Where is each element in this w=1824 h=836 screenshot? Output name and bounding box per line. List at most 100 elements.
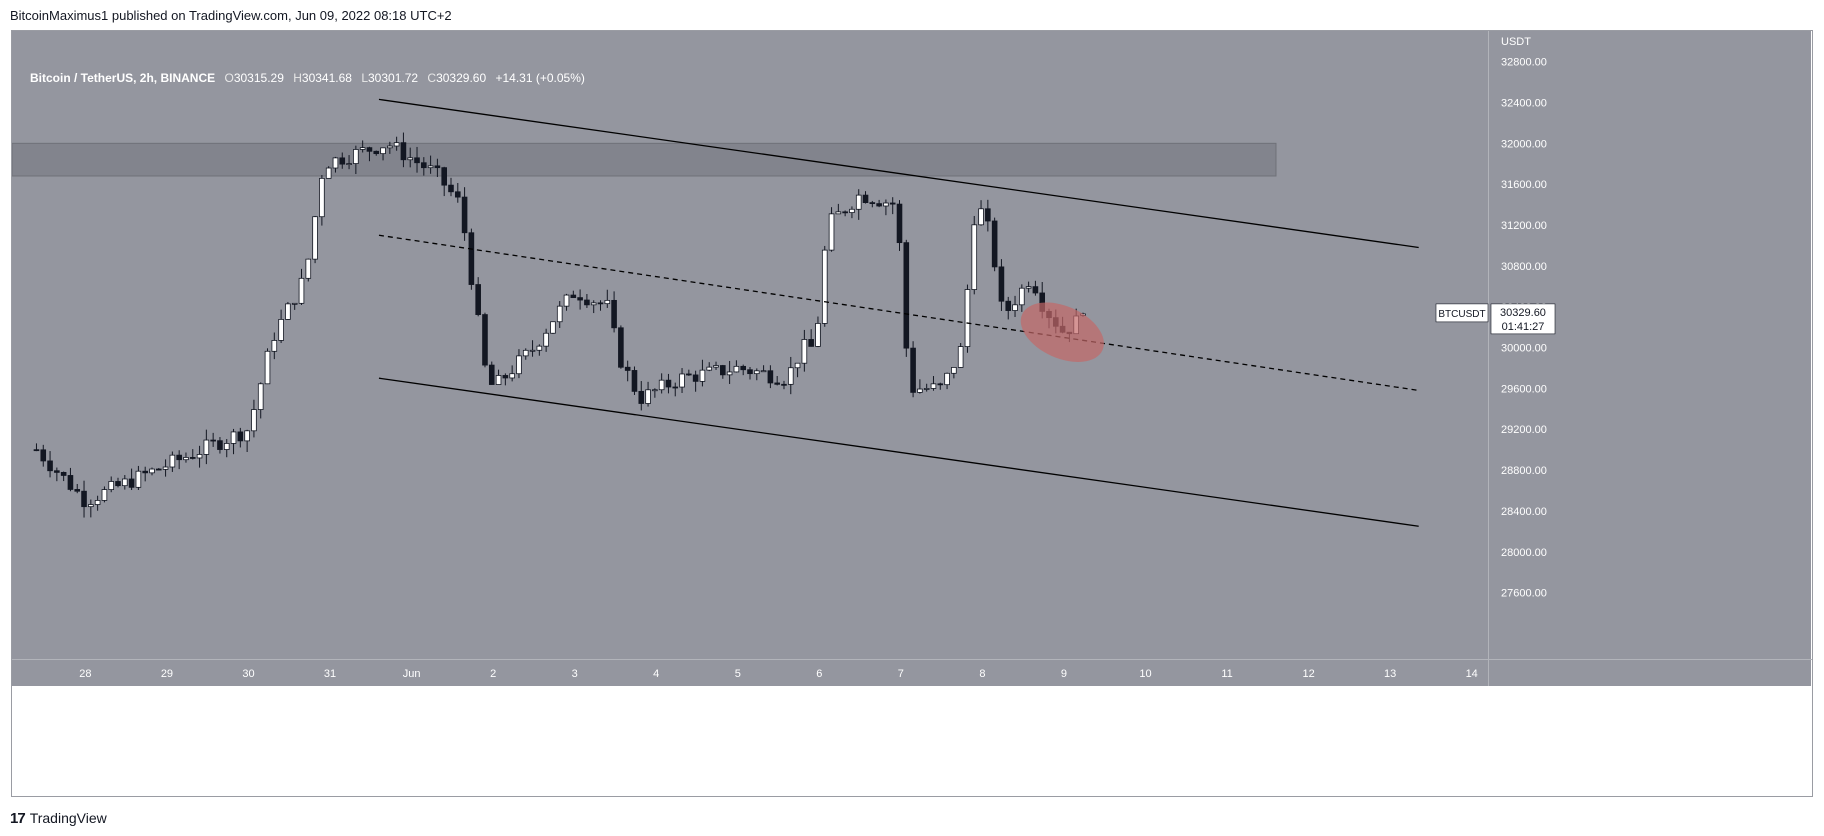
candle-body [720,365,726,376]
candle-body [183,457,189,461]
candle-body [502,375,509,379]
candle-body [883,202,889,207]
candle [67,467,74,492]
axis-corner [1489,660,1811,686]
candle-body [516,355,522,375]
candle-body [373,150,380,155]
candle [468,228,475,290]
legend-close-value: 30329.60 [436,71,487,85]
candle [1005,296,1012,320]
candle [278,309,284,344]
candle [658,373,665,394]
candle-body [81,490,87,508]
candle [903,239,910,357]
candle-body [94,500,101,505]
candle [495,369,502,385]
candle-body [815,323,821,347]
candle-body [611,299,617,329]
candle [964,284,971,353]
candle-body [808,339,814,347]
candle-body [550,321,556,334]
candle-body [488,364,495,385]
candle-body [692,374,699,382]
candle [624,360,631,382]
price-chart[interactable]: 28 29 30 31 Jun 2 3 4 5 6 7 8 9 10 11 12 13 14 USDT 27600.… [12,31,1812,796]
price-tick-label: 28800.00 [1501,465,1547,477]
candle [461,187,468,241]
price-axis-panel[interactable] [1489,31,1811,659]
candle [957,343,964,368]
candle-body [271,340,278,352]
candle [821,245,828,327]
candle [706,362,713,372]
symbol-tag[interactable] [1435,303,1489,323]
time-tick-label: Jun [403,668,421,680]
candle-body [760,370,767,373]
candle [421,157,427,176]
candle [251,399,257,438]
candle [257,382,264,419]
candle [373,150,380,156]
chart-area[interactable]: 28 29 30 31 Jun 2 3 4 5 6 7 8 9 10 11 12 13 14 USDT 27600.… [11,30,1813,797]
resistance-zone [12,142,1277,177]
candle-body [1005,300,1012,311]
tradingview-footer[interactable]: 17 TradingView [10,808,107,828]
candle-body [910,347,916,393]
candle-body [652,389,658,392]
candle-body [944,372,950,386]
plot-background [12,31,1488,659]
candle [774,375,780,386]
candle-body [142,470,148,474]
candle [339,152,346,169]
highlight-ellipse [1020,302,1104,362]
candle [285,301,291,320]
candle [81,480,87,518]
candle [713,361,719,370]
candle-body [291,302,298,305]
candle [176,450,182,470]
candle-body [889,202,896,205]
candle [128,468,135,491]
time-tick-label: 9 [1061,668,1067,680]
candle [686,369,692,376]
candle-body [801,339,808,364]
legend-open-value: 30315.29 [233,71,284,85]
time-axis-panel[interactable] [12,660,1488,686]
candle-body [951,367,957,374]
time-tick-label: 29 [161,668,173,680]
candle-body [726,371,733,376]
candle-body [753,370,760,375]
candle-body [563,294,570,307]
candle-body [821,249,828,324]
candle [346,155,352,170]
time-tick-label: 2 [490,668,496,680]
candle-body [638,390,645,404]
candle-body [407,157,414,161]
candle-body [522,349,529,357]
candle-body [1019,287,1025,306]
legend-open-label: O [224,71,234,85]
last-price-value: 30329.60 [1500,307,1546,319]
candle-body [285,303,291,320]
tradingview-logo-icon: 17 [10,809,26,827]
candle [325,166,332,179]
candle-body [210,439,216,442]
last-price-tag[interactable] [1490,303,1556,335]
candle-countdown: 01:41:27 [1502,321,1545,333]
candle-body [665,379,672,388]
candle-body [88,504,94,508]
candle-body [828,213,835,251]
candle-body [74,489,81,492]
candle [529,340,536,357]
candle [427,155,434,174]
candle-body [1012,304,1018,311]
candle [482,312,488,368]
candle [101,486,108,503]
candle [828,207,835,252]
candle [47,451,53,478]
candle [142,466,148,482]
candle [488,361,495,385]
time-tick-label: 31 [324,668,336,680]
candle-body [842,211,848,214]
candle [665,373,672,394]
